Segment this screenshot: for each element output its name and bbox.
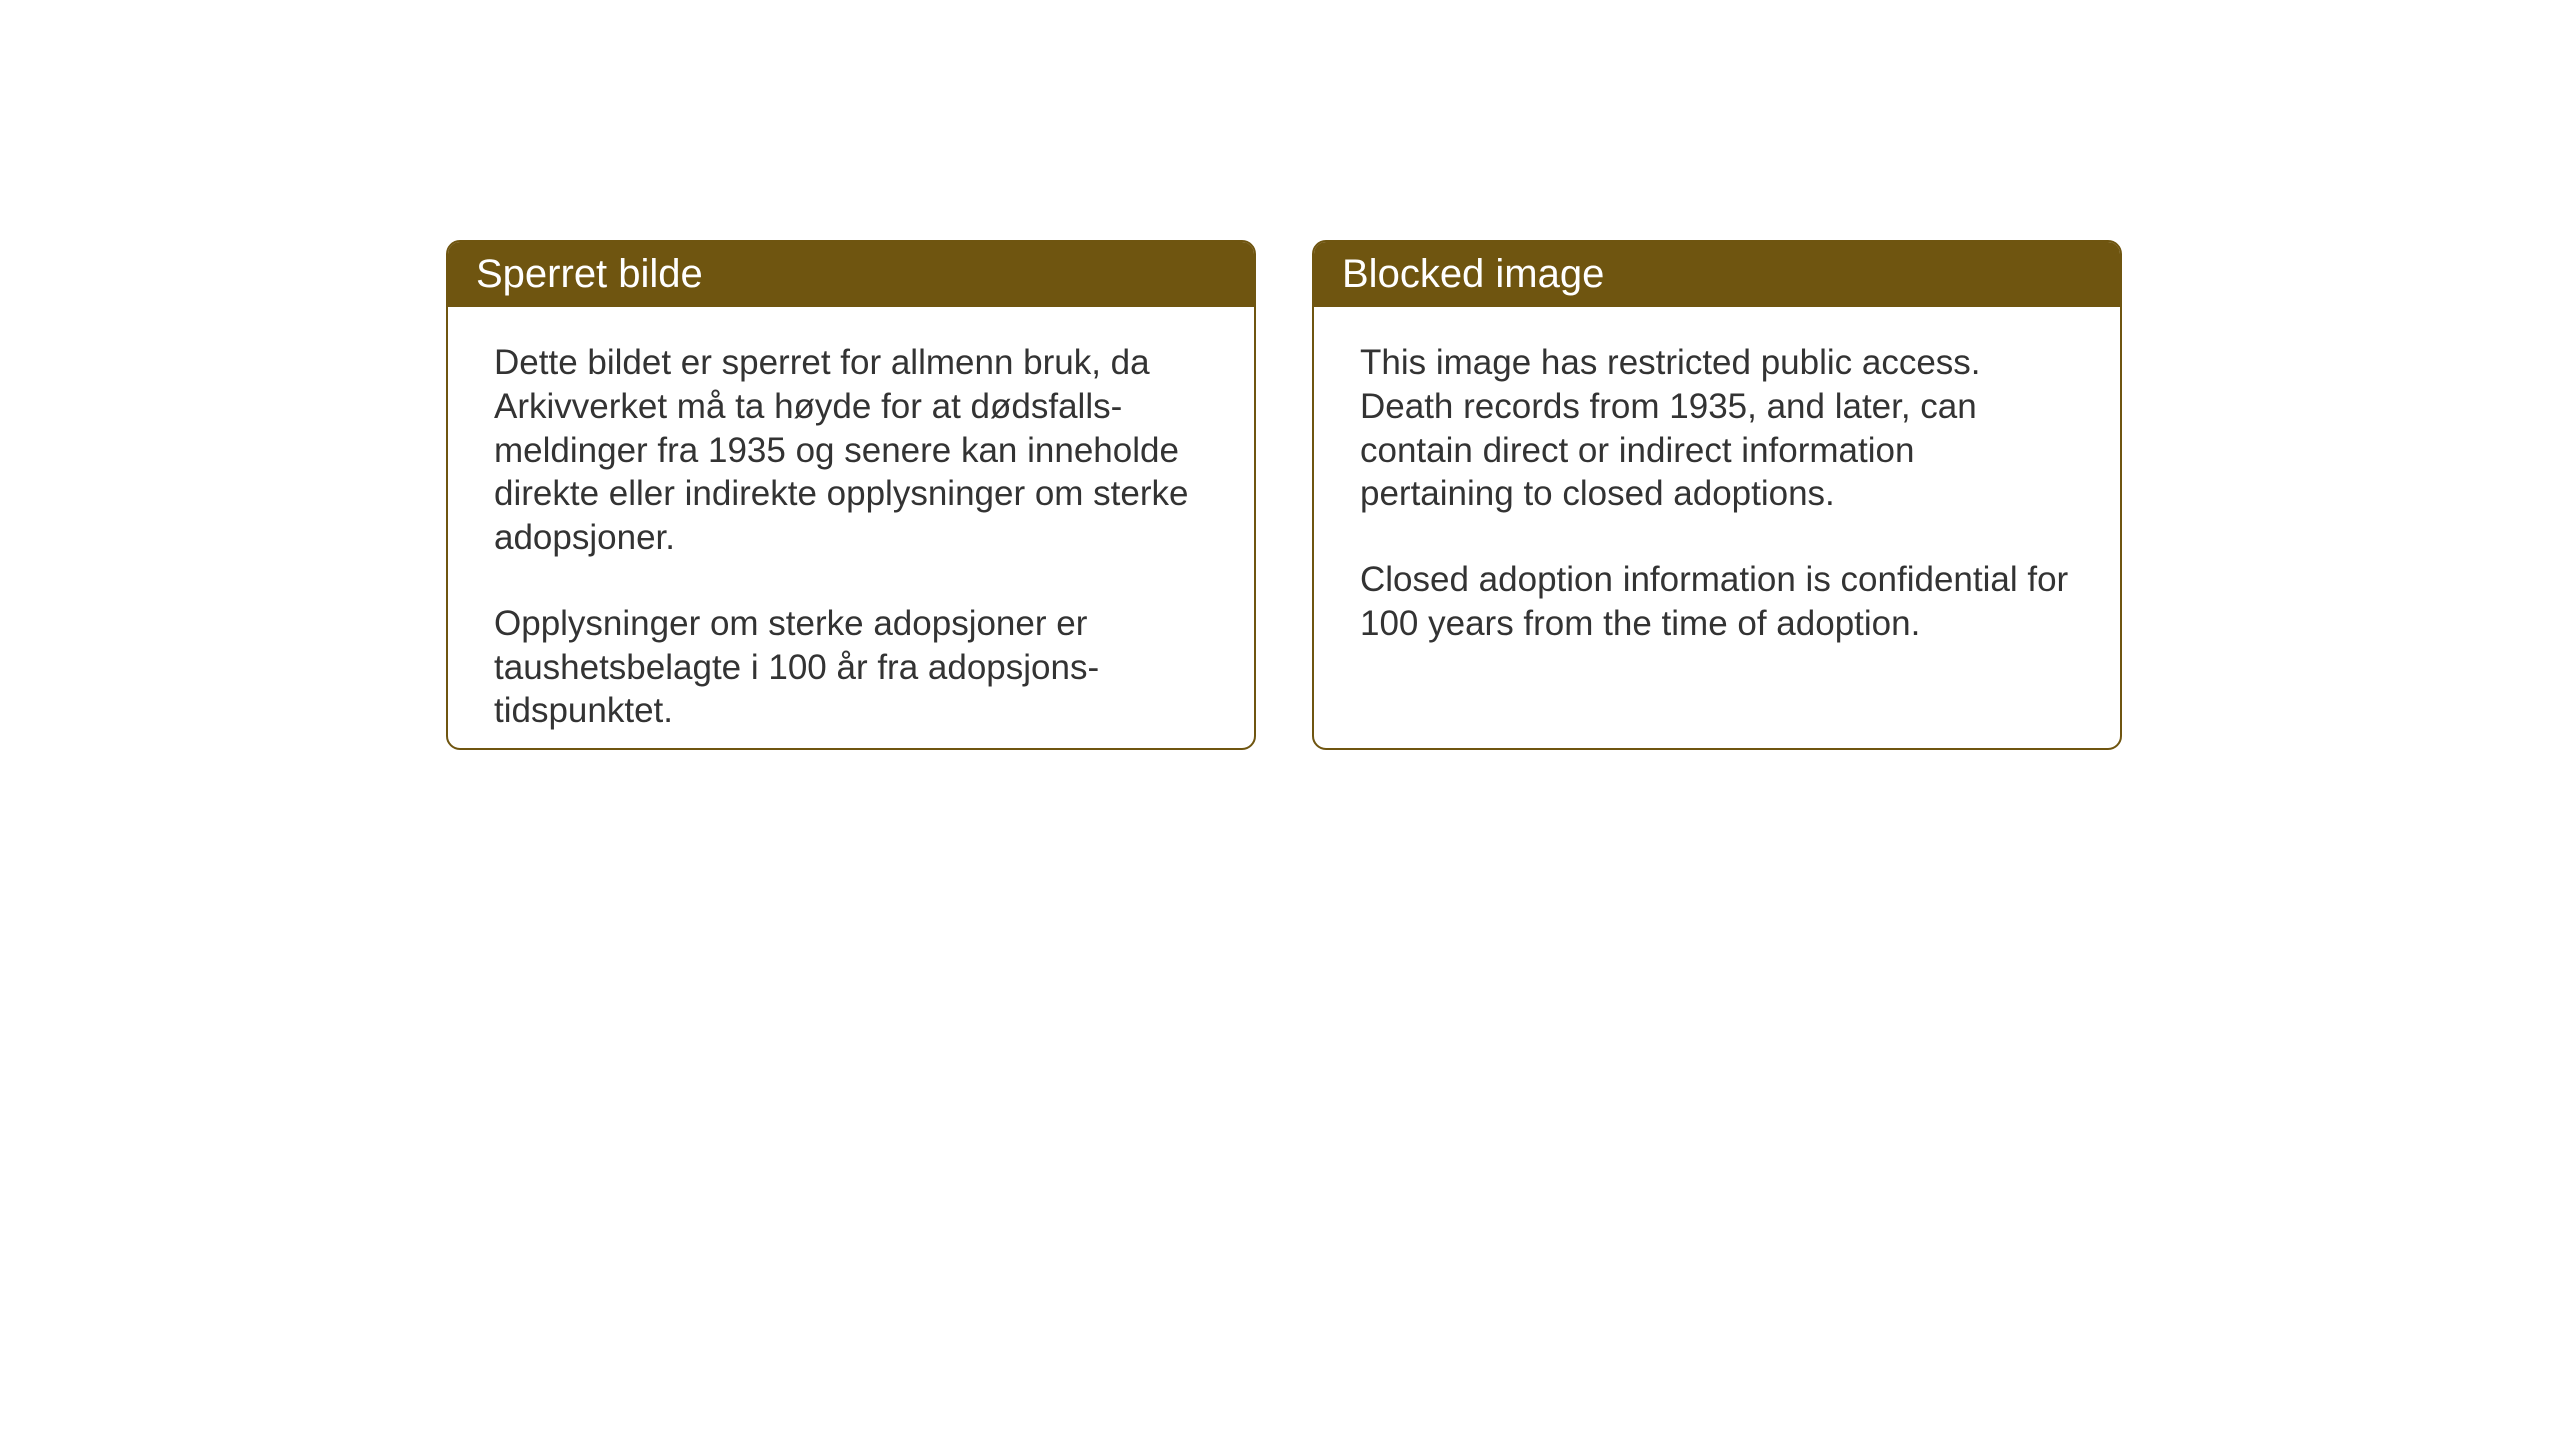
card-paragraph-english-2: Closed adoption information is confident… bbox=[1360, 558, 2074, 646]
card-header-norwegian: Sperret bilde bbox=[448, 242, 1254, 307]
notice-card-english: Blocked image This image has restricted … bbox=[1312, 240, 2122, 750]
card-paragraph-norwegian-2: Opplysninger om sterke adopsjoner er tau… bbox=[494, 602, 1208, 733]
card-title-english: Blocked image bbox=[1342, 252, 1604, 296]
card-title-norwegian: Sperret bilde bbox=[476, 252, 703, 296]
notice-container: Sperret bilde Dette bildet er sperret fo… bbox=[446, 240, 2122, 750]
card-paragraph-norwegian-1: Dette bildet er sperret for allmenn bruk… bbox=[494, 341, 1208, 560]
card-header-english: Blocked image bbox=[1314, 242, 2120, 307]
card-body-english: This image has restricted public access.… bbox=[1314, 307, 2120, 680]
notice-card-norwegian: Sperret bilde Dette bildet er sperret fo… bbox=[446, 240, 1256, 750]
card-body-norwegian: Dette bildet er sperret for allmenn bruk… bbox=[448, 307, 1254, 750]
card-paragraph-english-1: This image has restricted public access.… bbox=[1360, 341, 2074, 516]
